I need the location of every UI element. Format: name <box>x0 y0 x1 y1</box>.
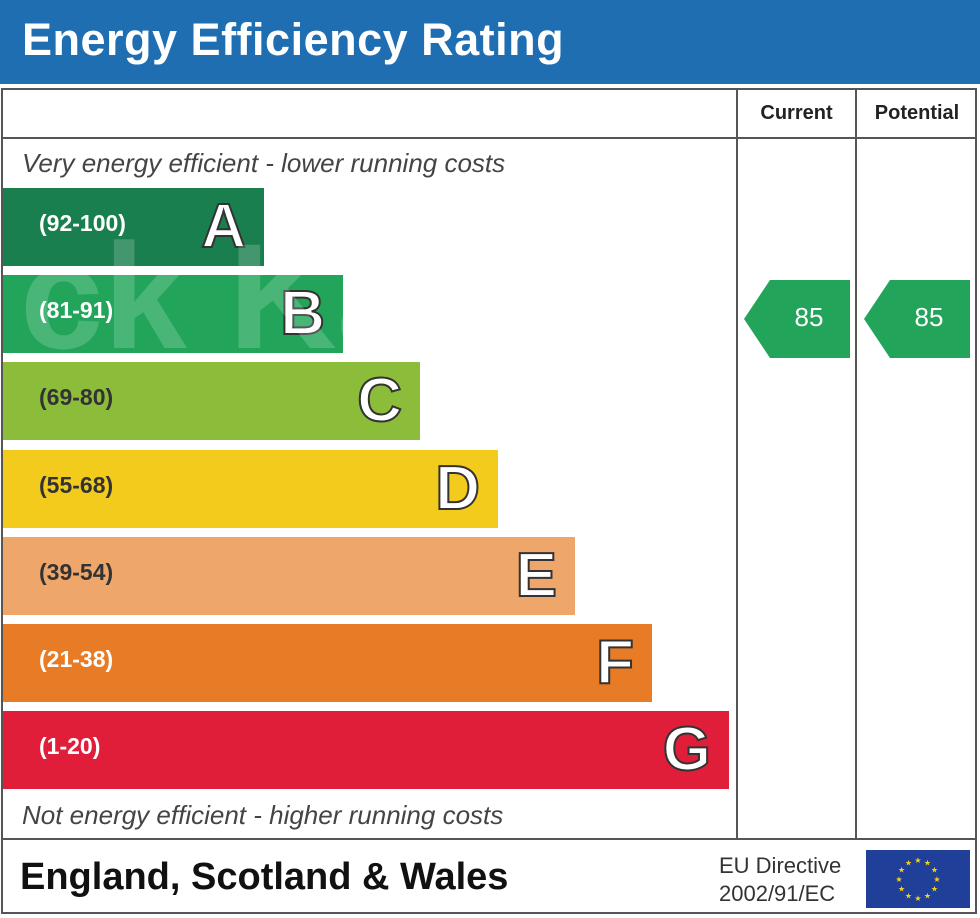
eu-directive-label: EU Directive 2002/91/EC <box>719 852 841 908</box>
current-arrow-shape <box>744 280 850 358</box>
band-range-f: (21-38) <box>39 646 114 672</box>
caption-top: Very energy efficient - lower running co… <box>22 148 506 178</box>
current-rating-arrow: 85 <box>744 280 850 358</box>
potential-arrow-shape <box>864 280 970 358</box>
band-letter-e: E <box>515 540 558 611</box>
band-letter-f: F <box>595 627 635 698</box>
band-range-d: (55-68) <box>39 472 114 498</box>
eu-star: ★ <box>914 856 921 865</box>
potential-rating-value: 85 <box>914 302 944 332</box>
band-letter-d: D <box>434 453 481 524</box>
band-c: (69-80) C <box>3 362 420 440</box>
band-range-a: (92-100) <box>39 210 126 236</box>
header-bar: Energy Efficiency Rating <box>0 0 980 84</box>
eu-star: ★ <box>931 866 938 875</box>
band-range-b: (81-91) <box>39 297 114 323</box>
eu-stars: ★★★★★★★★★ ★ ★★ <box>895 856 940 903</box>
band-letter-b: B <box>279 278 326 349</box>
band-b: (81-91) B <box>3 275 343 353</box>
potential-rating-arrow: 85 <box>864 280 970 358</box>
page-title: Energy Efficiency Rating <box>22 14 565 65</box>
eu-star: ★ <box>898 885 905 894</box>
eu-star: ★ <box>895 875 902 884</box>
eu-star: ★ <box>924 891 931 900</box>
band-letter-g: G <box>662 714 712 785</box>
column-potential-label: Potential <box>874 102 960 124</box>
eu-directive-line1: EU Directive <box>719 853 842 878</box>
band-letter-a: A <box>200 191 247 262</box>
current-rating-value: 85 <box>794 302 824 332</box>
region-label: England, Scotland & Wales <box>20 856 509 898</box>
eu-star: ★ <box>898 866 905 875</box>
band-range-e: (39-54) <box>39 559 114 585</box>
eu-flag-icon: ★ ★ ★ ★ ★ ★ ★ ★ ★ ★ ★ ★ <box>866 850 970 908</box>
rating-frame <box>1 88 977 914</box>
band-e: (39-54) E <box>3 537 575 615</box>
eu-star: ★ <box>914 894 921 903</box>
divider-potential <box>855 88 857 840</box>
eu-star: ★ <box>931 885 938 894</box>
footer-divider <box>1 838 977 840</box>
band-g: (1-20) G <box>3 711 729 789</box>
band-letter-c: C <box>356 365 403 436</box>
eu-star: ★ <box>905 859 912 868</box>
band-a: (92-100) A <box>3 188 264 266</box>
caption-bottom: Not energy efficient - higher running co… <box>22 800 504 830</box>
band-range-g: (1-20) <box>39 733 101 759</box>
band-range-c: (69-80) <box>39 384 114 410</box>
band-d: (55-68) D <box>3 450 498 528</box>
divider-current <box>736 88 738 840</box>
eu-star: ★ <box>905 891 912 900</box>
eu-star: ★ <box>924 859 931 868</box>
band-f: (21-38) F <box>3 624 652 702</box>
eu-directive-line2: 2002/91/EC <box>719 881 836 906</box>
header-row-divider <box>1 137 977 139</box>
eu-star: ★ <box>933 875 940 884</box>
column-current-label: Current <box>760 102 833 124</box>
